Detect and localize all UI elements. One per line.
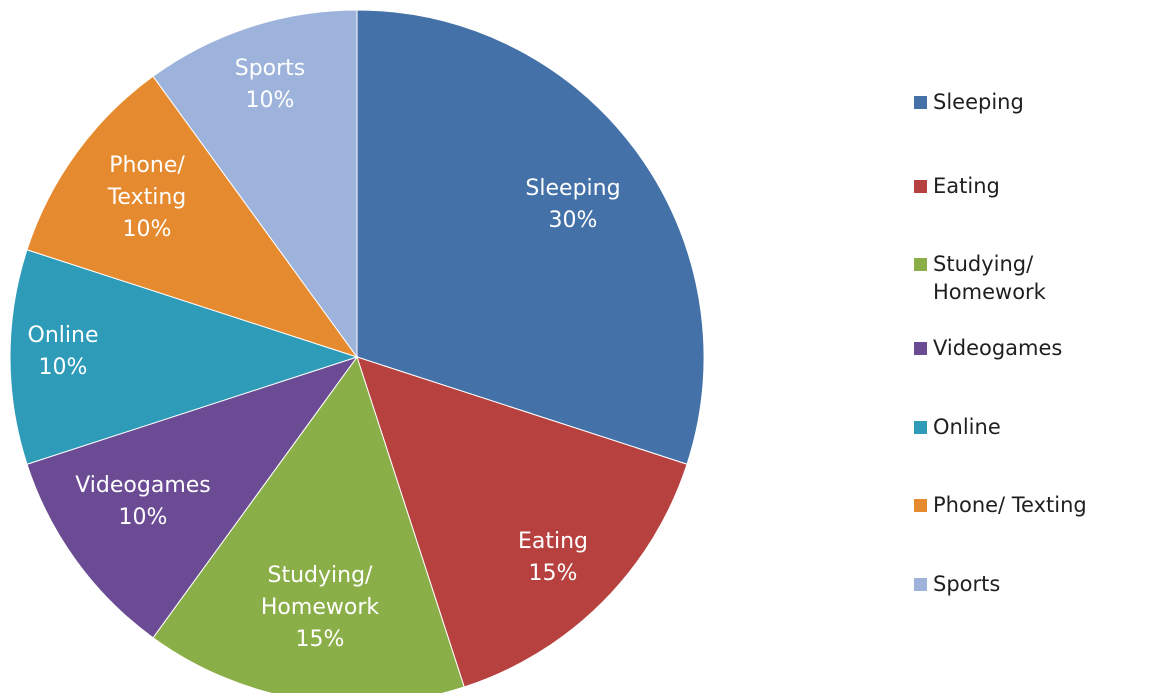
pie-slice-phone-texting (26, 75, 359, 358)
pie-slice-online (9, 249, 359, 465)
slice-label-studying-homework: Studying/Homework 15% (261, 563, 379, 652)
legend-label: Online (933, 415, 1001, 439)
legend-label: Videogames (933, 336, 1063, 360)
pie-slice-eating (356, 356, 688, 688)
legend-swatch (914, 96, 927, 109)
pie-slices (9, 9, 705, 693)
legend-swatch (914, 342, 927, 355)
legend-swatch (914, 499, 927, 512)
pie-slice-videogames (26, 356, 359, 639)
legend-swatch (914, 578, 927, 591)
legend-item: Phone/ Texting (914, 491, 1087, 519)
legend-item: Sleeping (914, 88, 1024, 116)
legend-swatch (914, 258, 927, 271)
slice-label-phone-texting: Phone/Texting 10% (107, 153, 187, 242)
pie-slice-sports (152, 9, 358, 359)
legend-label: Eating (933, 174, 1000, 198)
slice-label-eating: Eating 15% (518, 529, 588, 586)
legend-label: Phone/ Texting (933, 493, 1087, 517)
pie-slice-studying-homework (152, 355, 465, 693)
pie-chart-plot: Sleeping 30% Eating 15% Studying/Homework 15%… (9, 9, 705, 693)
legend-label: Sports (933, 572, 1001, 596)
pie-slice-labels: Sleeping 30% Eating 15% Studying/Homework 15%… (28, 56, 621, 652)
legend-item: Videogames (914, 334, 1062, 362)
legend-item: Online (914, 413, 1001, 441)
slice-label-sports: Sports 10% (235, 56, 306, 113)
slice-label-online: Online 10% (28, 323, 99, 380)
pie-slice-sleeping (356, 9, 705, 465)
slice-label-videogames: Videogames 10% (75, 473, 211, 530)
slice-label-sleeping: Sleeping 30% (525, 176, 620, 233)
legend-item: Eating (914, 172, 1000, 200)
legend-swatch (914, 180, 927, 193)
legend-item: Sports (914, 570, 1000, 598)
legend-label: Studying/ Homework (933, 252, 1046, 304)
legend-item: Studying/ Homework (914, 250, 1046, 306)
legend-swatch (914, 421, 927, 434)
legend-label: Sleeping (933, 90, 1024, 114)
